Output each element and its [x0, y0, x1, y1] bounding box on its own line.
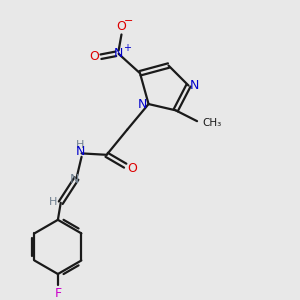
Text: O: O: [128, 162, 137, 175]
Text: N: N: [70, 173, 79, 186]
Text: +: +: [123, 43, 130, 53]
Text: −: −: [124, 16, 133, 26]
Text: H: H: [49, 197, 58, 207]
Text: F: F: [54, 287, 61, 300]
Text: N: N: [190, 79, 200, 92]
Text: O: O: [116, 20, 126, 33]
Text: N: N: [114, 47, 123, 60]
Text: N: N: [75, 145, 85, 158]
Text: O: O: [90, 50, 100, 63]
Text: N: N: [138, 98, 147, 111]
Text: CH₃: CH₃: [202, 118, 221, 128]
Text: H: H: [76, 140, 84, 150]
